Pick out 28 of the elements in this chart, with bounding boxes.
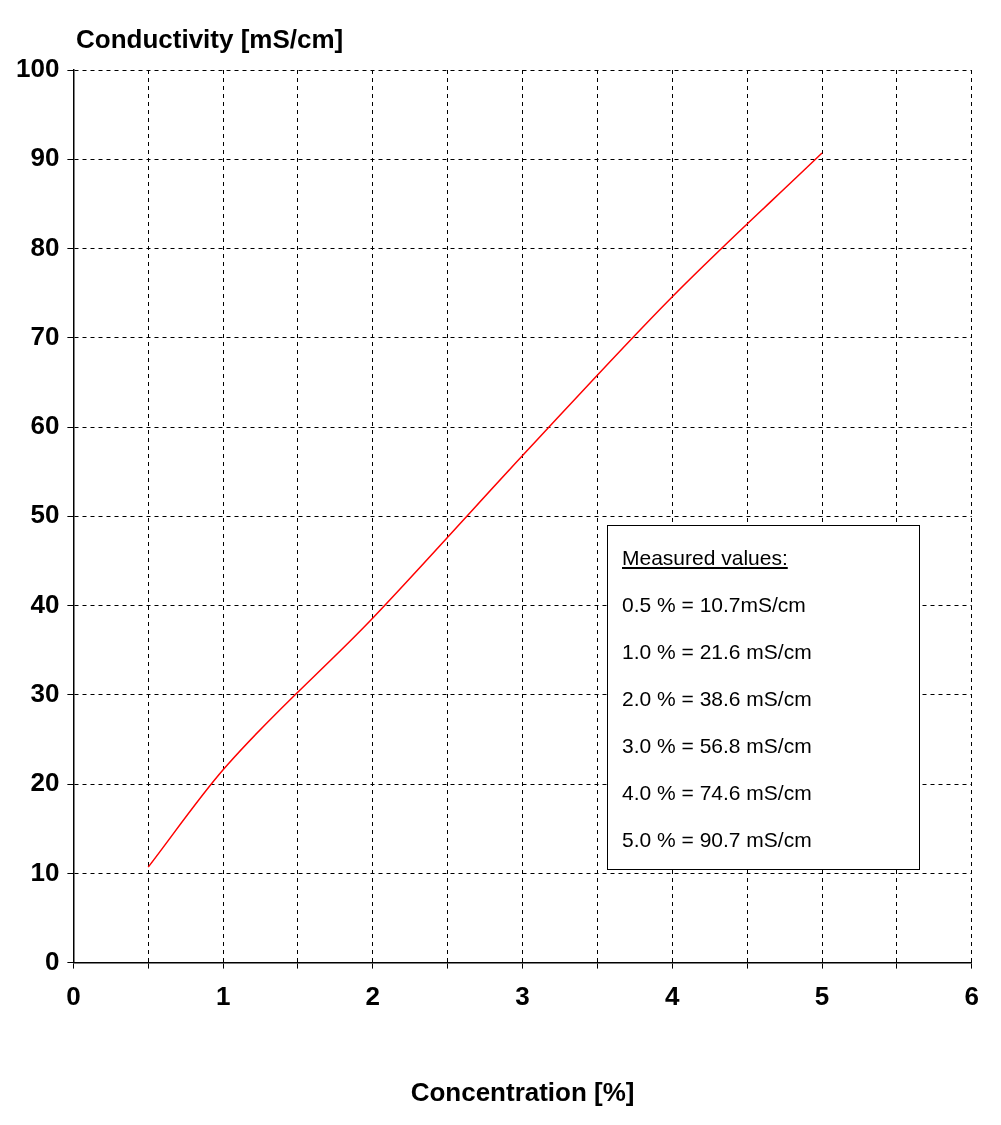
x-axis-title: Concentration [%] [410,1076,635,1107]
annotation: 4.0 % = 74.6 mS/cm [622,780,813,806]
y-tick-label: 40 [30,588,60,619]
annotation: Measured values: [622,545,789,571]
y-tick-label: 10 [30,856,60,887]
annotation: 5.0 % = 90.7 mS/cm [622,827,813,853]
annotation: 2.0 % = 38.6 mS/cm [622,686,813,712]
x-tick-label: 6 [964,981,979,1012]
y-axis-title: Conductivity [mS/cm] [76,24,344,54]
x-tick-label: 1 [215,981,231,1012]
x-tick-label: 5 [814,981,830,1012]
y-tick-label: 80 [30,231,60,262]
y-tick-label: 0 [44,945,60,976]
y-tick-label: 90 [30,142,60,173]
annotation: 3.0 % = 56.8 mS/cm [622,733,813,759]
line-series [147,152,823,868]
y-tick-label: 100 [15,53,60,84]
x-tick-label: 4 [665,981,681,1012]
y-tick-label: 70 [30,320,60,351]
annotation: 0.5 % = 10.7mS/cm [622,592,807,618]
y-tick-label: 30 [30,677,60,708]
y-tick-label: 60 [30,410,60,441]
y-tick-label: 20 [30,767,60,798]
x-tick-label: 3 [515,981,530,1012]
y-tick-label: 50 [30,499,60,530]
x-tick-label: 0 [66,981,81,1012]
x-tick-label: 2 [365,981,381,1012]
annotation: 1.0 % = 21.6 mS/cm [622,639,813,665]
